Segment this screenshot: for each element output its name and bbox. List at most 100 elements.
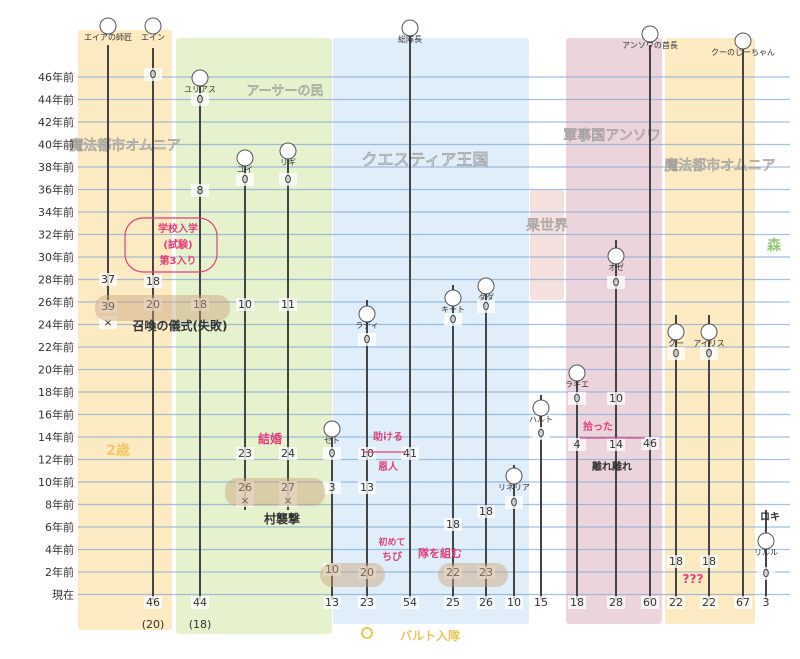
character-name: エイアの師匠 [84, 32, 132, 42]
age-value: 3 [763, 596, 770, 609]
age-bg [323, 596, 341, 609]
year-label: 46年前 [38, 70, 74, 84]
character-face-icon [323, 420, 341, 438]
annotation-team: 隊を組む [418, 546, 462, 560]
age-value: 0 [574, 392, 581, 405]
character-name: ユリアス [184, 85, 216, 94]
age-bg [236, 298, 254, 311]
character-face-icon [477, 277, 495, 295]
character-face-icon [279, 142, 297, 160]
character-name: ラディ [355, 320, 378, 330]
character-face-icon [99, 17, 117, 35]
age-value: 0 [483, 300, 490, 313]
age-value: 18 [479, 505, 493, 518]
character-lifeline: クーのじーちゃん 67 [711, 32, 775, 609]
year-label: 36年前 [38, 183, 74, 197]
age-note: (18) [189, 618, 212, 631]
year-label: 24年前 [38, 318, 74, 332]
year-label: 現在 [52, 589, 74, 602]
character-face-icon [358, 305, 376, 323]
age-value: × [240, 494, 249, 507]
character-face-icon [236, 149, 254, 167]
year-label: 26年前 [38, 295, 74, 309]
age-bg [236, 494, 254, 507]
character-face-icon [144, 17, 162, 35]
age-value: 18 [193, 298, 207, 311]
character-lifeline: ハルト 0 15 [529, 395, 553, 609]
character-face-icon [505, 467, 523, 485]
annotation-unknown: ??? [683, 572, 704, 586]
character-lifeline: ユイ0 10 23 26× [236, 149, 254, 510]
age-bg [532, 596, 550, 609]
age-bg [667, 347, 685, 360]
age-value: 54 [403, 596, 417, 609]
year-label: 28年前 [38, 273, 74, 287]
age-bg [358, 566, 376, 579]
age-note: (20) [142, 618, 165, 631]
age-bg [279, 494, 297, 507]
year-label: 22年前 [38, 340, 74, 354]
year-label: 34年前 [38, 205, 74, 219]
age-value: 18 [146, 275, 160, 288]
year-label: 32年前 [38, 228, 74, 242]
age-value: 0 [285, 173, 292, 186]
age-value: 10 [325, 563, 339, 576]
character-name: ラキエ [565, 380, 589, 389]
age-value: 20 [360, 566, 374, 579]
year-label: 42年前 [38, 115, 74, 129]
character-face-icon [191, 69, 209, 87]
character-name: ハルト [529, 415, 553, 424]
age-bg [607, 392, 625, 405]
age-bg [279, 447, 297, 460]
year-label: 18年前 [38, 385, 74, 399]
age-bg [667, 596, 685, 609]
region-band [78, 30, 172, 630]
annotation-bottom_legend: バルト入隊 [400, 628, 461, 643]
annotation-ages: 2歳 [106, 442, 130, 459]
age-bg [444, 566, 462, 579]
age-value: 0 [613, 276, 620, 289]
annotation-lilulu: ロキ [760, 511, 780, 523]
age-value: 13 [325, 596, 339, 609]
character-face-icon [757, 532, 775, 550]
age-bg [568, 596, 586, 609]
age-value: 39 [101, 300, 115, 313]
age-bg [358, 596, 376, 609]
age-bg [191, 184, 209, 197]
age-bg [99, 273, 117, 286]
annotation-rescue2: ちび [382, 550, 402, 563]
age-value: 3 [329, 481, 336, 494]
speech-bubble [124, 217, 218, 273]
character-lifeline: ラディ 0 10 13 20 23 [355, 300, 379, 609]
age-value: 18 [669, 555, 683, 568]
year-label: 4年前 [45, 543, 74, 557]
age-bg [191, 298, 209, 311]
character-name: リルル [754, 548, 778, 557]
age-value: 10 [609, 392, 623, 405]
age-value: 23 [238, 447, 252, 460]
age-value: 15 [534, 596, 548, 609]
annotation-school: 学校入学 [158, 222, 198, 235]
character-lifeline: ラキエ 0 4 18 [565, 364, 589, 609]
character-name: クー [668, 339, 684, 348]
age-bg [532, 427, 550, 440]
year-label: 30年前 [38, 250, 74, 264]
age-value: 0 [538, 427, 545, 440]
age-value: 13 [360, 481, 374, 494]
character-face-icon [734, 32, 752, 50]
age-bg [444, 313, 462, 326]
age-bg [236, 447, 254, 460]
highlight-band [95, 295, 230, 321]
age-value: 22 [446, 566, 460, 579]
age-value: 10 [507, 596, 521, 609]
age-bg [444, 596, 462, 609]
age-value: × [103, 316, 112, 329]
age-bg [99, 300, 117, 313]
age-value: 41 [403, 447, 417, 460]
year-label: 14年前 [38, 430, 74, 444]
annotation-separate: 離れ離れ [592, 460, 632, 473]
age-bg [700, 596, 718, 609]
character-name: リギ [280, 158, 296, 167]
